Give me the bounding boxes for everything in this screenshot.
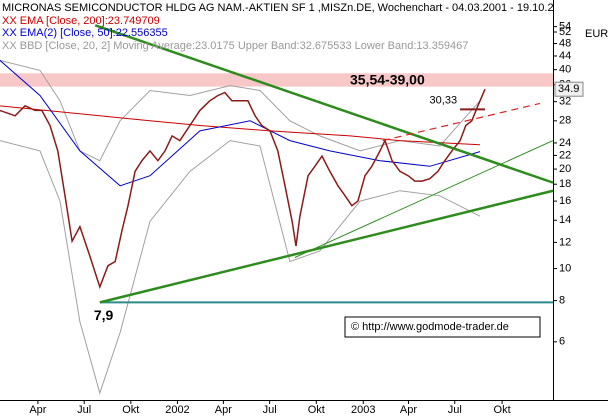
legend-entry: XX EMA(2) [Close, 50]:22.556355 bbox=[2, 27, 168, 39]
y-tick-label: 20 bbox=[559, 163, 571, 175]
resistance-zone bbox=[0, 73, 553, 87]
x-tick-label: Apr bbox=[400, 404, 417, 416]
level-label: 30,33 bbox=[430, 94, 458, 106]
x-tick-label: Okt bbox=[308, 404, 325, 416]
y-tick-label: 40 bbox=[559, 64, 571, 76]
x-tick-label: Apr bbox=[215, 404, 232, 416]
zone-label: 35,54-39,00 bbox=[350, 72, 425, 88]
trendline bbox=[94, 24, 554, 184]
y-tick-label: 22 bbox=[559, 149, 571, 161]
copyright: © http://www.godmode-trader.de bbox=[351, 321, 509, 333]
y-tick-label: 18 bbox=[559, 178, 571, 190]
price-line bbox=[0, 59, 481, 187]
level-label: 7,9 bbox=[94, 307, 114, 323]
y-tick-label: 14 bbox=[559, 214, 571, 226]
legend-entry: XX BBD [Close, 20, 2] Moving Average:23.… bbox=[2, 40, 468, 52]
copyright-box bbox=[344, 316, 541, 338]
x-tick-label: 2002 bbox=[165, 404, 189, 416]
price-line bbox=[0, 105, 481, 146]
lower-band bbox=[0, 140, 481, 395]
last-value-label: 34.9 bbox=[558, 83, 579, 95]
y-tick-label: 54 bbox=[559, 21, 571, 33]
y-tick-label: 28 bbox=[559, 115, 571, 127]
trendline bbox=[99, 189, 554, 304]
y-tick-label: 16 bbox=[559, 195, 571, 207]
x-tick-label: Okt bbox=[494, 404, 511, 416]
y-tick-label: 12 bbox=[559, 236, 571, 248]
y-tick-label: 10 bbox=[559, 262, 571, 274]
y-tick-label: 48 bbox=[559, 37, 571, 49]
x-tick-label: Jul bbox=[263, 404, 277, 416]
currency-label: EUR bbox=[585, 28, 608, 40]
y-tick-label: 44 bbox=[559, 50, 571, 62]
plot-area: 35,54-39,00 7,9 30,33 bbox=[0, 24, 554, 395]
y-tick-label: 8 bbox=[559, 294, 565, 306]
trendline bbox=[294, 140, 554, 258]
chart-title: MICRONAS SEMICONDUCTOR HLDG AG NAM.-AKTI… bbox=[2, 2, 554, 14]
x-tick-label: Apr bbox=[29, 404, 46, 416]
upper-band bbox=[0, 59, 481, 162]
y-tick-label: 32 bbox=[559, 96, 571, 108]
last-value-box bbox=[554, 81, 584, 97]
price-line bbox=[0, 88, 486, 290]
x-tick-label: 2003 bbox=[351, 404, 375, 416]
x-tick-label: Jul bbox=[448, 404, 462, 416]
y-tick-label: 24 bbox=[559, 137, 571, 149]
x-tick-label: Okt bbox=[122, 404, 139, 416]
y-tick-label: 52 bbox=[559, 26, 571, 38]
y-tick-label: 6 bbox=[559, 336, 565, 348]
x-tick-label: Jul bbox=[77, 404, 91, 416]
legend-entry: XX EMA [Close, 200]:23.749709 bbox=[2, 15, 160, 27]
trendline bbox=[382, 102, 540, 142]
